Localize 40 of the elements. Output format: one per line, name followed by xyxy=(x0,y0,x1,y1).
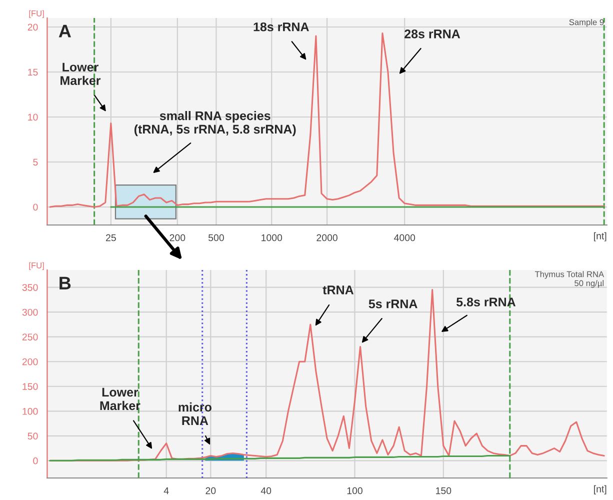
x-tick-label: 500 xyxy=(208,234,224,242)
y-tick-label: 0 xyxy=(33,457,38,464)
annotation: 5s rRNA xyxy=(368,300,418,308)
y-axis-title: [FU] xyxy=(29,262,44,270)
annotation: 18s rRNA xyxy=(254,22,309,32)
annotation: tRNA xyxy=(322,286,354,294)
x-tick-label: 25 xyxy=(106,234,116,242)
x-tick-label: 1000 xyxy=(262,234,282,242)
annotation: Thymus Total RNA 50 ng/µl xyxy=(534,271,604,288)
y-tick-label: 350 xyxy=(22,284,38,291)
x-tick-label: 4000 xyxy=(394,234,416,242)
x-tick-label: 40 xyxy=(260,487,272,494)
x-tick-label: 200 xyxy=(170,234,186,242)
y-tick-label: 5 xyxy=(33,158,38,166)
y-tick-label: 100 xyxy=(22,408,38,415)
x-tick-label: 4 xyxy=(164,487,169,494)
x-tick-label: 150 xyxy=(436,487,452,494)
y-tick-label: 50 xyxy=(28,432,38,440)
annotation: 28s rRNA xyxy=(404,29,460,38)
y-tick-label: 20 xyxy=(28,24,38,31)
chart-title: A xyxy=(58,24,71,38)
annotation: Lower Marker xyxy=(100,388,140,410)
x-tick-label: 20 xyxy=(206,487,216,494)
y-tick-label: 200 xyxy=(22,358,38,366)
y-axis-title: [FU] xyxy=(29,10,44,18)
annotation: small RNA species (tRNA, 5s rRNA, 5.8 srRNA) xyxy=(134,111,296,136)
x-axis-title: [nt] xyxy=(594,232,606,242)
annotation: Sample 9 xyxy=(569,19,604,27)
y-tick-label: 300 xyxy=(22,308,38,316)
y-tick-label: 250 xyxy=(22,334,38,340)
x-tick-label: 100 xyxy=(347,487,362,494)
annotation: 5.8s rRNA xyxy=(456,298,516,306)
y-tick-label: 10 xyxy=(28,114,38,121)
x-tick-label: 2000 xyxy=(316,234,338,242)
y-tick-label: 0 xyxy=(33,204,38,211)
chart-title: B xyxy=(60,276,71,290)
y-tick-label: 15 xyxy=(28,68,38,76)
y-tick-label: 150 xyxy=(22,383,38,390)
x-axis-title: [nt] xyxy=(594,485,606,494)
annotation: micro RNA xyxy=(178,402,212,425)
